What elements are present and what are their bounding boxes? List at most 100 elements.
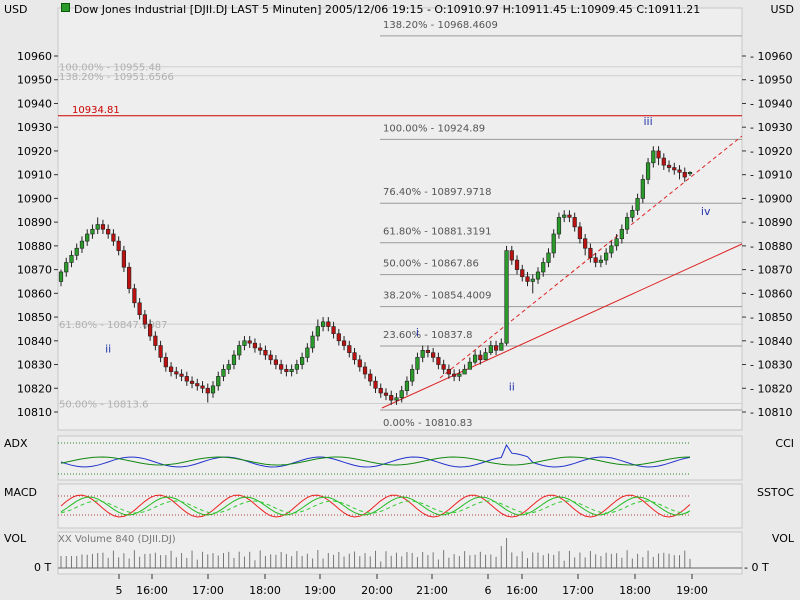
candle-body (415, 357, 420, 370)
candle-body (640, 179, 645, 199)
resistance-level-label: 10934.81 (72, 105, 120, 116)
candle-body (184, 376, 189, 382)
candle-body (90, 228, 95, 235)
fib-left-label: 100.00% - 10955.48 (59, 63, 161, 74)
y-tick-label-left: 10870 (17, 264, 52, 277)
legend-swatch-icon (61, 3, 70, 12)
candle-body (462, 368, 467, 375)
candle-body (483, 352, 488, 361)
candle-body (562, 214, 567, 218)
volume-panel (57, 531, 743, 575)
cci-panel-label: CCI (775, 437, 794, 450)
candle-body (200, 385, 205, 389)
candle-body (378, 387, 383, 394)
y-tick-label-left: 10830 (17, 359, 52, 372)
candle-body (588, 247, 593, 259)
candle-body (583, 238, 588, 249)
y-tick-label-left: 10920 (17, 145, 52, 158)
candle-body (661, 157, 666, 166)
wave-label: i (416, 326, 419, 339)
candle-body (121, 250, 126, 268)
candle-body (69, 255, 74, 263)
candle-body (672, 167, 677, 171)
candle-body (320, 321, 326, 327)
fib-right-label: 138.20% - 10968.4609 (383, 20, 498, 31)
y-tick-label-right: - 10930 (750, 121, 792, 134)
candle-body (231, 354, 237, 365)
x-tick-label: 17:00 (192, 584, 224, 597)
candle-body (284, 368, 289, 372)
x-tick-label: 18:00 (249, 584, 281, 597)
y-tick-label-right: - 10870 (750, 264, 792, 277)
candle-body (431, 352, 436, 358)
candle-body (467, 361, 472, 370)
candle-body (593, 257, 598, 263)
candle-body (452, 373, 457, 377)
candle-body (541, 262, 546, 273)
y-tick-label-right: - 10840 (750, 335, 792, 348)
candle-body (383, 392, 389, 396)
vol-panel-label-left: VOL (4, 532, 27, 545)
x-tick-label: 17:00 (562, 584, 594, 597)
candle-body (74, 247, 79, 256)
candle-body (137, 302, 142, 315)
candle-body (221, 368, 226, 377)
y-tick-label-left: 10940 (17, 97, 52, 110)
y-tick-label-right: - 10850 (750, 311, 792, 324)
candle-body (619, 228, 624, 240)
candle-body (153, 335, 158, 346)
candle-body (79, 240, 85, 249)
y-tick-label-left: 10890 (17, 216, 52, 229)
candle-body (336, 333, 341, 342)
candle-body (551, 233, 556, 254)
candle-body (158, 345, 163, 358)
candle-body (127, 266, 132, 289)
x-tick-label: 6 (485, 584, 492, 597)
candle-body (132, 288, 137, 304)
fib-right-label: 38.20% - 10854.4009 (383, 291, 492, 302)
candle-body (436, 357, 441, 365)
wave-label: iii (643, 115, 652, 128)
candle-body (362, 366, 368, 375)
y-tick-label-left: 10950 (17, 74, 52, 87)
di-line (60, 456, 691, 466)
candle-body (577, 226, 583, 240)
fib-right-label: 50.00% - 10867.86 (383, 259, 479, 270)
candle-body (315, 326, 320, 337)
candle-body (373, 380, 378, 389)
candle-body (58, 271, 64, 282)
candle-body (294, 364, 299, 370)
y-tick-label-left: 10810 (17, 406, 52, 419)
trendline-solid (381, 243, 743, 409)
y-tick-label-left: 10910 (17, 169, 52, 182)
candle-body (210, 385, 216, 394)
wave-label: ii (509, 381, 515, 394)
candle-body (205, 387, 210, 394)
candle-body (656, 150, 661, 159)
candle-body (499, 342, 504, 351)
adx-panel-label: ADX (4, 437, 28, 450)
candle-body (368, 373, 373, 382)
candle-body (179, 373, 184, 377)
candle-body (614, 238, 619, 247)
candle-body (645, 162, 651, 180)
y-tick-label-right: - 10960 (750, 50, 792, 63)
candle-body (310, 335, 315, 349)
y-tick-label-left: 10900 (17, 192, 52, 205)
candle-body (389, 395, 394, 401)
x-tick-label: 20:00 (361, 584, 393, 597)
candle-body (168, 366, 174, 372)
wave-label: ii (105, 343, 111, 356)
candle-body (410, 368, 415, 382)
fib-right-label: 61.80% - 10881.3191 (383, 227, 492, 238)
candle-body (404, 380, 410, 391)
candle-body (279, 364, 284, 370)
y-tick-label-right: - 10880 (750, 240, 792, 253)
candle-body (441, 364, 446, 370)
fib-right-label: 100.00% - 10924.89 (383, 123, 485, 134)
candle-body (509, 250, 514, 261)
candle-body (630, 209, 635, 218)
candle-body (331, 326, 336, 334)
wave-label: iv (701, 205, 711, 218)
candle-body (347, 345, 352, 353)
